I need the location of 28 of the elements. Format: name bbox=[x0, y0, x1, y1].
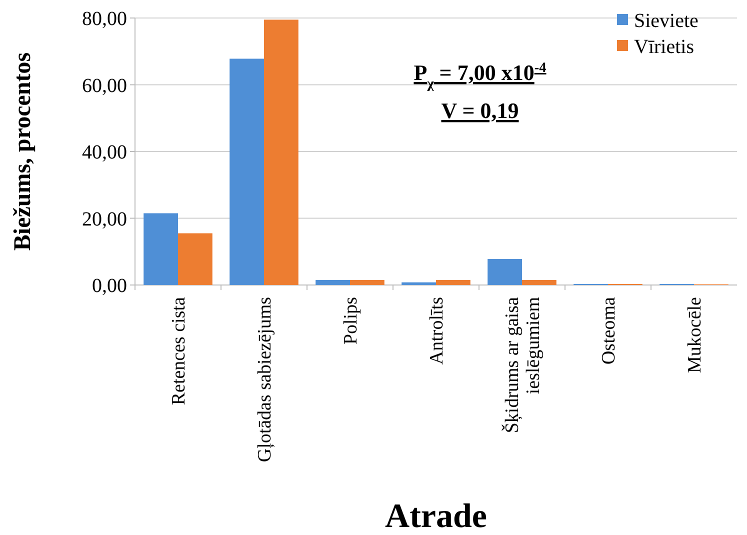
x-tick-label: Mukocēle bbox=[684, 297, 706, 373]
bar bbox=[144, 213, 178, 285]
x-tick-label: Gļotādas sabiezējums bbox=[254, 297, 276, 462]
bar bbox=[436, 280, 470, 285]
annotation: P$_{χ}$ = 7,00 x10$^{-4}$ bbox=[414, 60, 546, 92]
bar bbox=[522, 280, 556, 285]
bar bbox=[264, 20, 298, 285]
legend-label: Vīrietis bbox=[634, 36, 694, 58]
y-tick-label: 20,00 bbox=[82, 208, 127, 230]
y-tick-label: 40,00 bbox=[82, 142, 127, 164]
bar bbox=[178, 233, 212, 285]
bar bbox=[402, 282, 436, 285]
x-tick-label: Antrolīts bbox=[426, 297, 448, 365]
y-tick-label: 80,00 bbox=[82, 8, 127, 30]
bar bbox=[316, 280, 350, 285]
x-axis-title: Atrade bbox=[385, 498, 487, 535]
bar bbox=[350, 280, 384, 285]
annotation: V = 0,19 bbox=[441, 98, 519, 123]
x-tick-label: Polips bbox=[340, 297, 362, 345]
y-tick-label: 60,00 bbox=[82, 74, 127, 97]
bar bbox=[488, 258, 522, 285]
legend-label: Sieviete bbox=[634, 10, 699, 32]
bar bbox=[230, 58, 264, 285]
x-tick-label: Osteoma bbox=[598, 296, 620, 365]
x-tick-label: Šķidrums ar gaisa ieslēgumiem bbox=[501, 296, 544, 434]
x-tick-label: Retences cista bbox=[168, 296, 190, 406]
y-axis-title: Biežums, procentos bbox=[10, 52, 36, 251]
y-tick-label: 0,00 bbox=[92, 275, 127, 297]
